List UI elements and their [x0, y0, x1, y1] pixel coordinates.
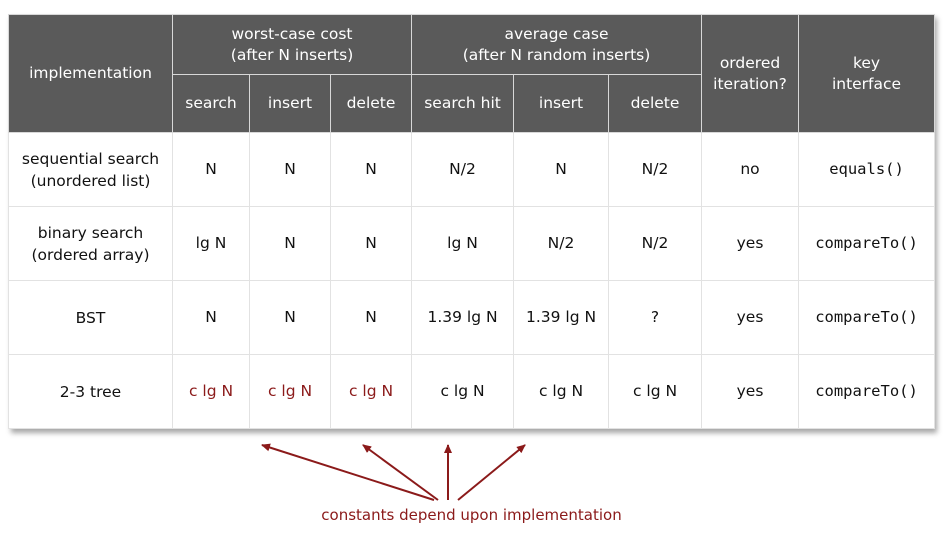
header-implementation: implementation — [8, 14, 173, 133]
cell-ordered: yes — [701, 354, 800, 429]
header-ordered-line1: ordered — [719, 53, 781, 72]
impl-line1: sequential search — [21, 149, 160, 168]
cell-worst-search: c lg N — [172, 354, 250, 429]
header-average-case-line1: average case — [504, 24, 609, 43]
subheader-worst-delete: delete — [329, 74, 413, 133]
row-implementation: BST — [8, 280, 173, 355]
comparison-table-container: implementation worst-case cost (after N … — [8, 14, 936, 429]
impl-line2: (ordered array) — [31, 245, 150, 264]
impl-line1: binary search — [37, 223, 144, 242]
cell-worst-delete: c lg N — [329, 354, 413, 429]
cell-ordered: yes — [701, 206, 800, 281]
header-key-line1: key — [852, 53, 881, 72]
subheader-worst-search: search — [172, 74, 250, 133]
cell-avg-insert: c lg N — [513, 354, 610, 429]
cell-worst-insert: N — [249, 206, 331, 281]
header-row-sub: search insert delete search hit insert d… — [9, 74, 935, 133]
header-average-case: average case (after N random inserts) — [411, 14, 703, 75]
cell-avg-delete: c lg N — [608, 354, 703, 429]
impl-line2: (unordered list) — [30, 171, 151, 190]
cell-avg-delete: N/2 — [608, 132, 703, 207]
header-key-line2: interface — [831, 74, 902, 93]
cell-ordered: no — [701, 132, 800, 207]
row-implementation: 2-3 tree — [8, 354, 173, 429]
header-ordered-line2: iteration? — [713, 74, 787, 93]
cell-worst-search: N — [172, 132, 250, 207]
subheader-worst-insert: insert — [249, 74, 331, 133]
cell-avg-insert: N — [513, 132, 610, 207]
cell-worst-insert: c lg N — [249, 354, 331, 429]
cell-worst-delete: N — [329, 206, 413, 281]
cell-avg-search-hit: N/2 — [411, 132, 515, 207]
header-worst-case-line1: worst-case cost — [231, 24, 353, 43]
cell-avg-delete: ? — [608, 280, 703, 355]
cell-worst-search: N — [172, 280, 250, 355]
cell-worst-delete: N — [329, 280, 413, 355]
cell-avg-delete: N/2 — [608, 206, 703, 281]
arrow-worst-search — [261, 443, 435, 501]
cell-avg-insert: 1.39 lg N — [513, 280, 610, 355]
cell-worst-insert: N — [249, 280, 331, 355]
header-ordered-iteration: ordered iteration? — [701, 14, 800, 133]
subheader-avg-insert: insert — [513, 74, 610, 133]
symbol-table-comparison: implementation worst-case cost (after N … — [8, 14, 936, 429]
row-implementation: binary search (ordered array) — [8, 206, 173, 281]
table-row: BST N N N 1.39 lg N 1.39 lg N ? yes comp… — [8, 280, 936, 355]
cell-key-interface: compareTo() — [798, 206, 936, 281]
table-row: 2-3 tree c lg N c lg N c lg N c lg N c l… — [8, 354, 936, 429]
header-average-case-line2: (after N random inserts) — [462, 45, 651, 64]
arrow-worst-insert — [362, 444, 439, 501]
header-worst-case: worst-case cost (after N inserts) — [171, 14, 413, 75]
cell-key-interface: compareTo() — [798, 280, 936, 355]
cell-worst-insert: N — [249, 132, 331, 207]
header-worst-case-line2: (after N inserts) — [230, 45, 354, 64]
cell-avg-search-hit: lg N — [411, 206, 515, 281]
cell-ordered: yes — [701, 280, 800, 355]
arrow-avg — [457, 444, 526, 501]
table-row: binary search (ordered array) lg N N N l… — [8, 206, 936, 281]
cell-worst-delete: N — [329, 132, 413, 207]
cell-avg-search-hit: c lg N — [411, 354, 515, 429]
header-key-interface: key interface — [798, 14, 936, 133]
cell-avg-insert: N/2 — [513, 206, 610, 281]
cell-avg-search-hit: 1.39 lg N — [411, 280, 515, 355]
annotation-note: constants depend upon implementation — [321, 506, 622, 524]
row-implementation: sequential search (unordered list) — [8, 132, 173, 207]
cell-key-interface: compareTo() — [798, 354, 936, 429]
header-row-top: implementation worst-case cost (after N … — [8, 14, 936, 133]
subheader-avg-delete: delete — [608, 74, 703, 133]
subheader-avg-search-hit: search hit — [411, 74, 515, 133]
